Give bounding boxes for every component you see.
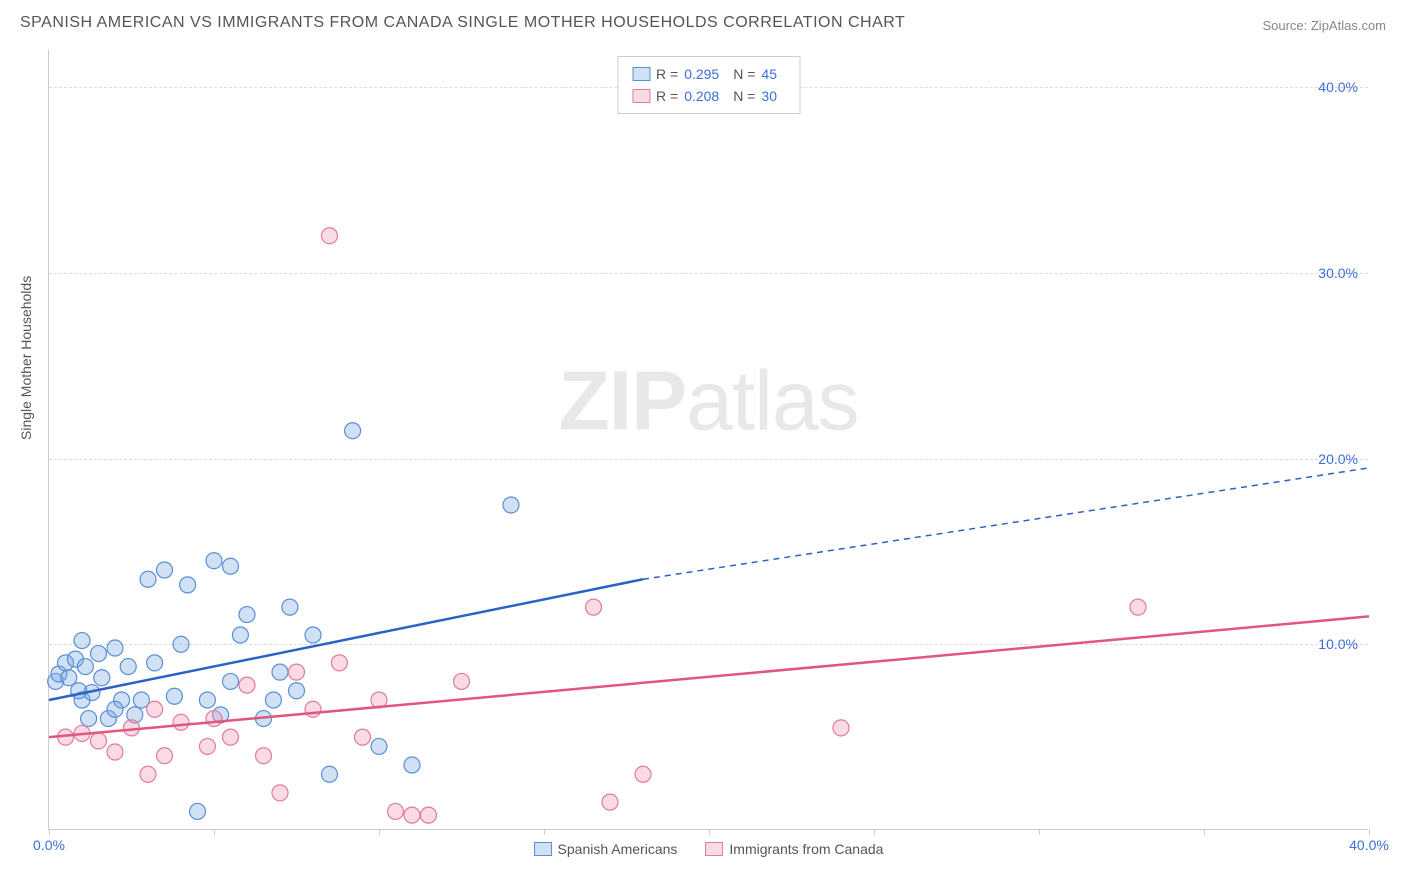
- x-tick: [1369, 829, 1370, 835]
- scatter-point-canada: [421, 807, 437, 823]
- legend-swatch-spanish: [534, 842, 552, 856]
- scatter-point-canada: [404, 807, 420, 823]
- stats-r-value: 0.208: [684, 85, 719, 107]
- scatter-point-spanish: [147, 655, 163, 671]
- stats-r-value: 0.295: [684, 63, 719, 85]
- scatter-point-canada: [1130, 599, 1146, 615]
- trend-line-spanish: [49, 579, 643, 700]
- x-tick: [49, 829, 50, 835]
- scatter-point-spanish: [107, 701, 123, 717]
- scatter-point-spanish: [404, 757, 420, 773]
- scatter-point-spanish: [371, 738, 387, 754]
- x-tick-label: 40.0%: [1349, 837, 1389, 853]
- stats-swatch-spanish: [632, 67, 650, 81]
- scatter-point-spanish: [107, 640, 123, 656]
- legend-item-spanish: Spanish Americans: [534, 841, 678, 857]
- scatter-point-spanish: [223, 558, 239, 574]
- plot-area: ZIPatlas 10.0%20.0%30.0%40.0% R =0.295N …: [48, 50, 1368, 830]
- scatter-point-spanish: [322, 766, 338, 782]
- legend-label-spanish: Spanish Americans: [558, 841, 678, 857]
- scatter-point-spanish: [282, 599, 298, 615]
- scatter-point-spanish: [81, 711, 97, 727]
- scatter-point-canada: [199, 738, 215, 754]
- scatter-point-spanish: [305, 627, 321, 643]
- x-tick: [544, 829, 545, 835]
- scatter-point-spanish: [77, 659, 93, 675]
- trend-line-dash-spanish: [643, 468, 1369, 579]
- stats-r-label: R =: [656, 85, 678, 107]
- legend-bottom: Spanish Americans Immigrants from Canada: [534, 841, 884, 857]
- stats-swatch-canada: [632, 89, 650, 103]
- scatter-point-spanish: [199, 692, 215, 708]
- stats-n-label: N =: [733, 63, 755, 85]
- stats-row-spanish: R = 0.295 N = 45: [632, 63, 785, 85]
- scatter-point-canada: [388, 803, 404, 819]
- scatter-point-spanish: [157, 562, 173, 578]
- scatter-point-canada: [833, 720, 849, 736]
- chart-title: SPANISH AMERICAN VS IMMIGRANTS FROM CANA…: [20, 14, 905, 32]
- scatter-point-spanish: [190, 803, 206, 819]
- scatter-point-canada: [331, 655, 347, 671]
- scatter-point-spanish: [289, 683, 305, 699]
- stats-n-value: 30: [761, 85, 777, 107]
- scatter-point-spanish: [91, 646, 107, 662]
- scatter-point-canada: [454, 673, 470, 689]
- stats-row-canada: R = 0.208 N = 30: [632, 85, 785, 107]
- scatter-point-canada: [173, 714, 189, 730]
- scatter-point-spanish: [74, 633, 90, 649]
- scatter-point-spanish: [140, 571, 156, 587]
- scatter-point-canada: [140, 766, 156, 782]
- scatter-point-canada: [355, 729, 371, 745]
- x-tick: [214, 829, 215, 835]
- x-tick: [1039, 829, 1040, 835]
- scatter-point-spanish: [120, 659, 136, 675]
- scatter-point-canada: [107, 744, 123, 760]
- scatter-point-canada: [602, 794, 618, 810]
- scatter-point-canada: [157, 748, 173, 764]
- scatter-point-canada: [91, 733, 107, 749]
- scatter-point-canada: [147, 701, 163, 717]
- scatter-point-canada: [206, 711, 222, 727]
- x-tick-label: 0.0%: [33, 837, 65, 853]
- scatter-point-spanish: [265, 692, 281, 708]
- scatter-point-canada: [635, 766, 651, 782]
- y-axis-label: Single Mother Households: [18, 276, 34, 440]
- scatter-point-spanish: [173, 636, 189, 652]
- x-tick: [379, 829, 380, 835]
- chart-svg: [49, 50, 1368, 829]
- scatter-point-spanish: [94, 670, 110, 686]
- scatter-point-canada: [272, 785, 288, 801]
- legend-item-canada: Immigrants from Canada: [705, 841, 883, 857]
- stats-n-label: N =: [733, 85, 755, 107]
- scatter-point-spanish: [232, 627, 248, 643]
- stats-r-label: R =: [656, 63, 678, 85]
- x-tick: [874, 829, 875, 835]
- legend-swatch-canada: [705, 842, 723, 856]
- scatter-point-canada: [289, 664, 305, 680]
- scatter-point-canada: [239, 677, 255, 693]
- x-tick: [709, 829, 710, 835]
- scatter-point-spanish: [206, 553, 222, 569]
- scatter-point-spanish: [166, 688, 182, 704]
- scatter-point-canada: [322, 228, 338, 244]
- x-tick: [1204, 829, 1205, 835]
- scatter-point-spanish: [503, 497, 519, 513]
- scatter-point-spanish: [223, 673, 239, 689]
- scatter-point-canada: [305, 701, 321, 717]
- legend-label-canada: Immigrants from Canada: [729, 841, 883, 857]
- scatter-point-spanish: [345, 423, 361, 439]
- scatter-point-spanish: [239, 607, 255, 623]
- scatter-point-canada: [256, 748, 272, 764]
- stats-n-value: 45: [761, 63, 777, 85]
- scatter-point-canada: [223, 729, 239, 745]
- stats-box: R = 0.295 N = 45 R = 0.208 N = 30: [617, 56, 800, 114]
- scatter-point-canada: [586, 599, 602, 615]
- source-label: Source: ZipAtlas.com: [1262, 18, 1386, 33]
- scatter-point-spanish: [180, 577, 196, 593]
- scatter-point-spanish: [272, 664, 288, 680]
